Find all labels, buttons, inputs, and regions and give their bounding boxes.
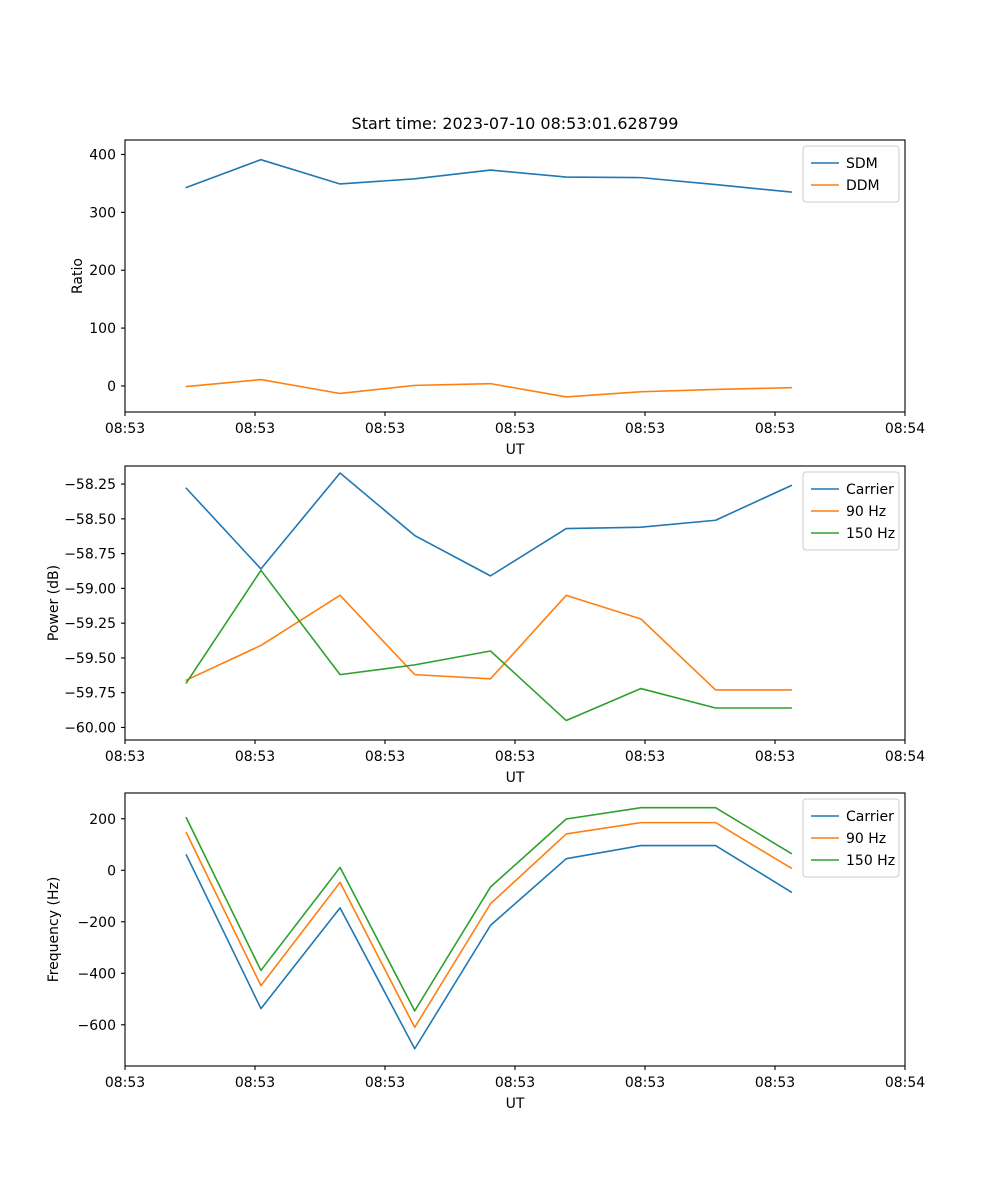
y-tick-label-power-plot-2: −58.75 [64,547,116,563]
y-tick-label-frequency-plot-2: −200 [78,915,116,931]
legend-box-ratio-plot [802,145,900,203]
y-tick-label-frequency-plot-1: 0 [107,863,116,879]
x-tick-label-power-plot-6: 08:54 [885,749,925,765]
x-tick-label-ratio-plot-0: 08:53 [105,421,145,437]
axes-frame-power-plot [124,465,906,741]
x-tick-label-power-plot-3: 08:53 [495,749,535,765]
series-line-power-plot-150-hz [185,569,793,722]
y-tick-label-power-plot-7: −60.00 [64,720,116,736]
x-tick-label-frequency-plot-2: 08:53 [365,1075,405,1091]
x-axis-title-power-plot: UT [506,770,525,786]
legend-label-150-hz: 150 Hz [846,853,895,869]
legend-box-power-plot [802,471,900,551]
legend-ratio-plot: SDM DDM [802,145,900,203]
x-tick-label-power-plot-1: 08:53 [235,749,275,765]
subplot-frequency-plot: 08:53 08:53 08:53 08:53 08:53 08:53 08:54 UT 200… [46,792,925,1112]
x-tick-label-frequency-plot-5: 08:53 [755,1075,795,1091]
x-tick-label-frequency-plot-6: 08:54 [885,1075,925,1091]
subplot-ratio-plot: 08:53 08:53 08:53 08:53 08:53 08:53 08:54 UT 0 10… [70,114,925,458]
figure-title: Start time: 2023-07-10 08:53:01.628799 [352,114,679,133]
x-tick-label-power-plot-2: 08:53 [365,749,405,765]
legend-label-carrier: Carrier [846,482,894,498]
x-axis-title-frequency-plot: UT [506,1096,525,1112]
series-line-power-plot-carrier [185,472,793,577]
series-line-frequency-plot-carrier [185,844,793,1050]
x-tick-label-frequency-plot-4: 08:53 [625,1075,665,1091]
x-tick-label-ratio-plot-6: 08:54 [885,421,925,437]
y-tick-label-power-plot-4: −59.25 [64,616,116,632]
legend-power-plot: Carrier 90 Hz 150 Hz [802,471,900,551]
y-tick-label-ratio-plot-2: 200 [89,263,116,279]
x-tick-label-ratio-plot-1: 08:53 [235,421,275,437]
x-tick-label-ratio-plot-3: 08:53 [495,421,535,437]
y-tick-label-power-plot-3: −59.00 [64,581,116,597]
x-tick-label-power-plot-0: 08:53 [105,749,145,765]
y-tick-label-ratio-plot-3: 300 [89,205,116,221]
axes-frame-frequency-plot [124,792,906,1067]
y-tick-label-ratio-plot-0: 0 [107,379,116,395]
axes-frame-ratio-plot [124,139,906,413]
x-tick-label-frequency-plot-0: 08:53 [105,1075,145,1091]
y-tick-label-power-plot-1: −58.50 [64,512,116,528]
legend-label-150-hz: 150 Hz [846,526,895,542]
x-tick-label-power-plot-5: 08:53 [755,749,795,765]
subplot-power-plot: 08:53 08:53 08:53 08:53 08:53 08:53 08:54 UT −58… [46,465,925,786]
x-tick-label-ratio-plot-5: 08:53 [755,421,795,437]
y-tick-label-frequency-plot-0: 200 [89,812,116,828]
series-line-frequency-plot-90-hz [185,821,793,1029]
y-tick-label-power-plot-6: −59.75 [64,686,116,702]
y-tick-label-power-plot-0: −58.25 [64,477,116,493]
y-tick-label-ratio-plot-4: 400 [89,147,116,163]
series-line-frequency-plot-150-hz [185,806,793,1012]
y-axis-title-ratio-plot: Ratio [70,258,86,294]
x-tick-label-ratio-plot-4: 08:53 [625,421,665,437]
series-line-ratio-plot-ddm [185,378,793,398]
legend-label-carrier: Carrier [846,809,894,825]
x-axis-title-ratio-plot: UT [506,442,525,458]
legend-label-90-hz: 90 Hz [846,504,886,520]
x-tick-label-frequency-plot-3: 08:53 [495,1075,535,1091]
y-axis-title-power-plot: Power (dB) [46,565,62,641]
y-tick-label-power-plot-5: −59.50 [64,651,116,667]
x-tick-label-ratio-plot-2: 08:53 [365,421,405,437]
y-axis-title-frequency-plot: Frequency (Hz) [46,877,62,983]
x-tick-label-power-plot-4: 08:53 [625,749,665,765]
legend-label-ddm: DDM [846,178,880,194]
y-tick-label-frequency-plot-3: −400 [78,966,116,982]
series-line-power-plot-90-hz [185,594,793,691]
x-tick-label-frequency-plot-1: 08:53 [235,1075,275,1091]
series-line-ratio-plot-sdm [185,158,793,193]
legend-frequency-plot: Carrier 90 Hz 150 Hz [802,798,900,878]
legend-box-frequency-plot [802,798,900,878]
y-tick-label-frequency-plot-4: −600 [78,1018,116,1034]
legend-label-90-hz: 90 Hz [846,831,886,847]
y-tick-label-ratio-plot-1: 100 [89,321,116,337]
legend-label-sdm: SDM [846,156,878,172]
